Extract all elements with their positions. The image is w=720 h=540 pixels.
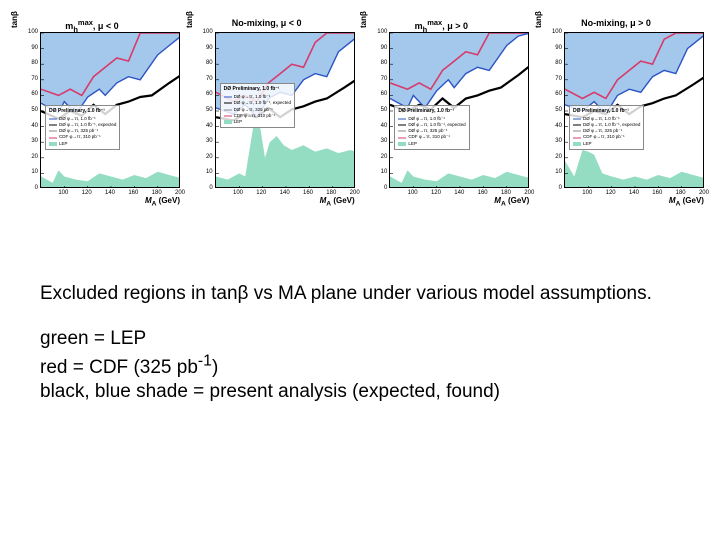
- legend-item: LEP: [398, 141, 465, 147]
- x-axis-label: MA (GeV): [669, 196, 704, 208]
- y-axis-label: tanβ: [185, 11, 194, 28]
- y-ticks: 0102030405060708090100: [197, 32, 213, 188]
- chart-title: No-mixing, μ > 0: [538, 18, 694, 28]
- legend-title: DØ Preliminary, 1.0 fb⁻¹: [398, 108, 465, 115]
- lep-exclusion-region: [41, 170, 180, 188]
- legend-label: LEP: [583, 141, 592, 147]
- legend-swatch: [398, 136, 406, 140]
- legend-swatch: [224, 114, 232, 118]
- caption-main: Excluded regions in tanβ vs MA plane und…: [40, 282, 680, 307]
- caption-block: Excluded regions in tanβ vs MA plane und…: [40, 282, 680, 425]
- y-ticks: 0102030405060708090100: [371, 32, 387, 188]
- caption-green: green = LEP: [40, 328, 146, 349]
- legend-box: DØ Preliminary, 1.0 fb⁻¹DØ φ→ττ, 1.0 fb⁻…: [394, 105, 469, 150]
- legend-box: DØ Preliminary, 1.0 fb⁻¹DØ φ→ττ, 1.0 fb⁻…: [220, 83, 295, 128]
- legend-swatch: [224, 95, 232, 99]
- chart-panel-3: No-mixing, μ > 0tanβ01020304050607080901…: [538, 18, 706, 208]
- legend-box: DØ Preliminary, 1.0 fb⁻¹DØ φ→ττ, 1.0 fb⁻…: [45, 105, 120, 150]
- plot-area: DØ Preliminary, 1.0 fb⁻¹DØ φ→ττ, 1.0 fb⁻…: [389, 32, 529, 188]
- caption-legend: green = LEP red = CDF (325 pb-1) black, …: [40, 327, 680, 405]
- legend-label: LEP: [234, 119, 243, 125]
- blue-exclusion-region: [565, 33, 704, 114]
- caption-black: black, blue shade = present analysis (ex…: [40, 381, 500, 402]
- y-axis-label: tanβ: [10, 11, 19, 28]
- legend-swatch: [398, 129, 406, 133]
- caption-red: red = CDF (325 pb-1): [40, 357, 218, 378]
- legend-item: LEP: [224, 119, 291, 125]
- x-axis-label: MA (GeV): [145, 196, 180, 208]
- plot-area: DØ Preliminary, 1.0 fb⁻¹DØ φ→ττ, 1.0 fb⁻…: [564, 32, 704, 188]
- y-ticks: 0102030405060708090100: [22, 32, 38, 188]
- legend-swatch: [398, 142, 406, 146]
- lep-exclusion-region: [390, 170, 529, 188]
- y-axis-label: tanβ: [534, 11, 543, 28]
- chart-panel-2: mhmax, μ > 0tanβ010203040506070809010010…: [363, 18, 531, 208]
- legend-swatch: [398, 117, 406, 121]
- y-axis-label: tanβ: [359, 11, 368, 28]
- lep-exclusion-region: [216, 127, 355, 188]
- legend-swatch: [573, 117, 581, 121]
- legend-swatch: [224, 101, 232, 105]
- legend-title: DØ Preliminary, 1.0 fb⁻¹: [573, 108, 640, 115]
- legend-swatch: [224, 108, 232, 112]
- x-axis-label: MA (GeV): [494, 196, 529, 208]
- legend-title: DØ Preliminary, 1.0 fb⁻¹: [224, 86, 291, 93]
- legend-swatch: [573, 129, 581, 133]
- legend-swatch: [224, 120, 232, 124]
- legend-item: LEP: [49, 141, 116, 147]
- x-axis-label: MA (GeV): [320, 196, 355, 208]
- legend-swatch: [573, 142, 581, 146]
- legend-label: LEP: [408, 141, 417, 147]
- legend-swatch: [49, 117, 57, 121]
- y-ticks: 0102030405060708090100: [546, 32, 562, 188]
- legend-swatch: [49, 129, 57, 133]
- legend-box: DØ Preliminary, 1.0 fb⁻¹DØ φ→ττ, 1.0 fb⁻…: [569, 105, 644, 150]
- legend-swatch: [49, 123, 57, 127]
- chart-title: No-mixing, μ < 0: [189, 18, 345, 28]
- plot-area: DØ Preliminary, 1.0 fb⁻¹DØ φ→ττ, 1.0 fb⁻…: [215, 32, 355, 188]
- legend-swatch: [49, 136, 57, 140]
- legend-swatch: [573, 123, 581, 127]
- chart-panel-1: No-mixing, μ < 0tanβ01020304050607080901…: [189, 18, 357, 208]
- legend-swatch: [49, 142, 57, 146]
- legend-item: LEP: [573, 141, 640, 147]
- charts-row: mhmax, μ < 0tanβ010203040506070809010010…: [0, 0, 720, 208]
- legend-swatch: [398, 123, 406, 127]
- legend-swatch: [573, 136, 581, 140]
- legend-title: DØ Preliminary, 1.0 fb⁻¹: [49, 108, 116, 115]
- chart-panel-0: mhmax, μ < 0tanβ010203040506070809010010…: [14, 18, 182, 208]
- lep-exclusion-region: [565, 150, 704, 188]
- plot-area: DØ Preliminary, 1.0 fb⁻¹DØ φ→ττ, 1.0 fb⁻…: [40, 32, 180, 188]
- blue-exclusion-region: [41, 33, 180, 114]
- legend-label: LEP: [59, 141, 68, 147]
